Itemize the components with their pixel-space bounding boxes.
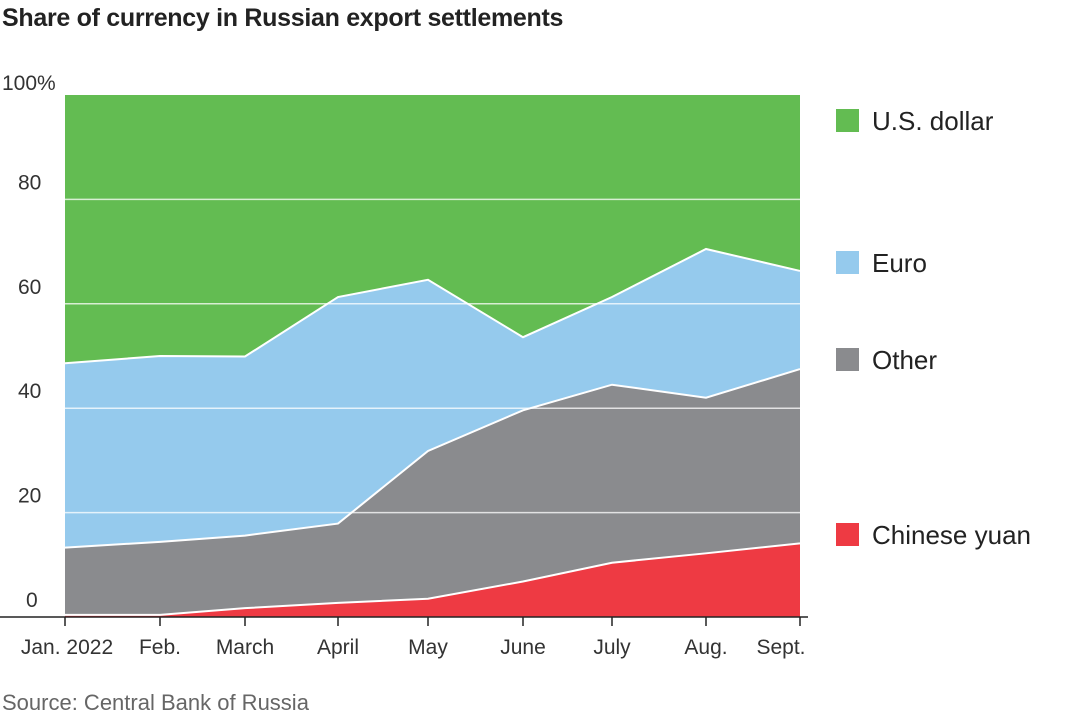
- y-tick-label: 80: [18, 171, 41, 194]
- legend-swatch-u-s-dollar: [836, 109, 859, 132]
- y-tick-label: 40: [18, 380, 41, 403]
- y-tick-label: 100%: [2, 72, 56, 95]
- area-euro: [65, 248, 800, 548]
- legend-swatch-euro: [836, 251, 859, 274]
- boundary-chinese-yuan: [65, 542, 801, 616]
- x-tick-label: July: [593, 636, 631, 659]
- x-tick-label: Aug.: [684, 636, 727, 659]
- area-chinese-yuan: [65, 543, 800, 617]
- x-tick-label: June: [500, 636, 546, 659]
- x-tick-label: May: [408, 636, 448, 659]
- legend-label-euro: Euro: [872, 248, 927, 278]
- area-other: [65, 369, 800, 615]
- legend-label-other: Other: [872, 345, 937, 375]
- boundary-euro: [64, 247, 801, 365]
- legend-label-chinese-yuan: Chinese yuan: [872, 520, 1031, 550]
- legend-label-u-s-dollar: U.S. dollar: [872, 106, 994, 136]
- x-tick-label: Jan. 2022: [21, 636, 113, 659]
- x-tick-label: Feb.: [139, 636, 181, 659]
- y-tick-label: 60: [18, 276, 41, 299]
- legend-swatch-chinese-yuan: [836, 523, 859, 546]
- x-tick-label: Sept.: [756, 636, 805, 659]
- boundary-other: [64, 368, 801, 549]
- x-tick-label: March: [216, 636, 274, 659]
- chart-title: Share of currency in Russian export sett…: [2, 4, 564, 32]
- source-note: Source: Central Bank of Russia: [2, 690, 309, 715]
- y-tick-label: 0: [26, 589, 38, 612]
- x-tick-label: April: [317, 636, 359, 659]
- legend-swatch-other: [836, 348, 859, 371]
- y-tick-label: 20: [18, 485, 41, 508]
- area-u-s-dollar: [65, 95, 800, 364]
